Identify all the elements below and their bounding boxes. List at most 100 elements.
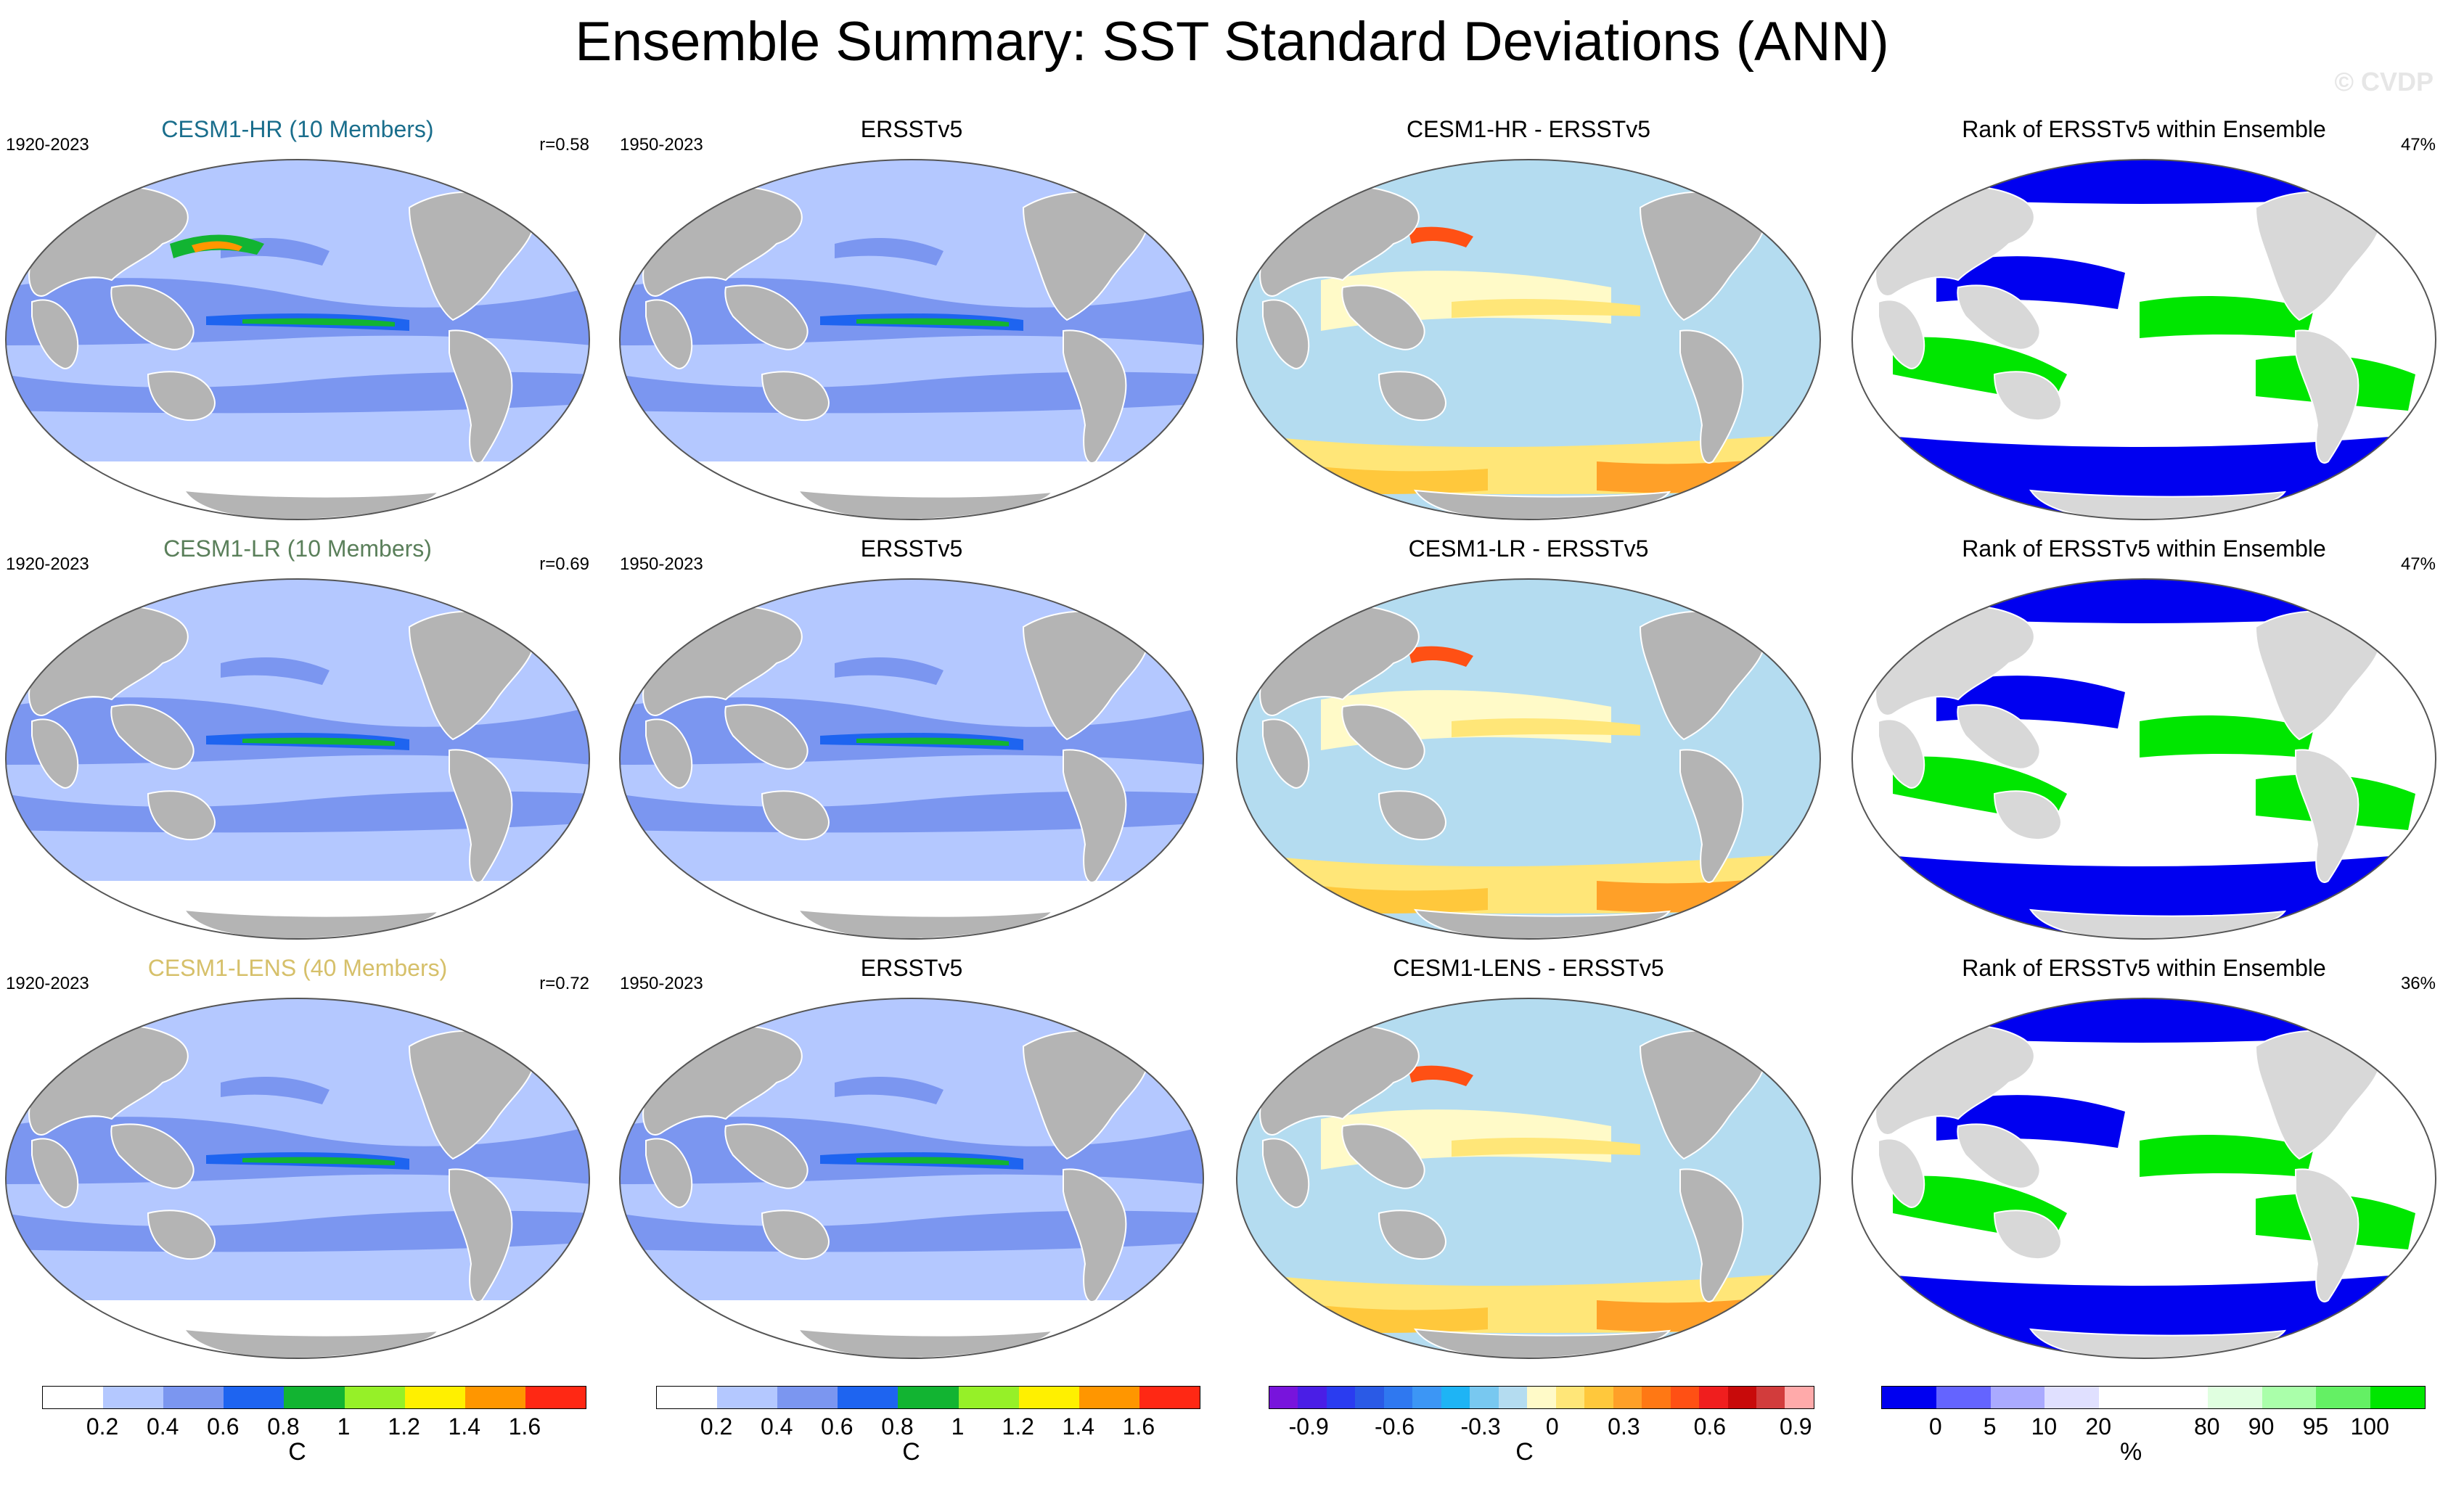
colorbar-tick-label: 90	[2248, 1413, 2275, 1440]
colorbar-swatch	[1441, 1387, 1470, 1408]
obs-map-2	[619, 578, 1204, 940]
diff-panel-2: CESM1-LR - ERSSTv5	[1234, 535, 1823, 942]
colorbar-swatch	[1613, 1387, 1642, 1408]
rank-panel-title: Rank of ERSSTv5 within Ensemble	[1962, 535, 2326, 562]
diff-panel-3: CESM1-LENS - ERSSTv5	[1234, 955, 1823, 1361]
obs-map-1	[619, 159, 1204, 520]
model-panel-2: CESM1-LR (10 Members) 1920-2023 r=0.69	[3, 535, 592, 942]
colorbar-tick-label: 1.4	[1062, 1413, 1095, 1440]
colorbar-swatch	[2099, 1387, 2153, 1408]
colorbar-swatch	[224, 1387, 285, 1408]
diff-panel-title: CESM1-LR - ERSSTv5	[1408, 535, 1649, 562]
colorbar-tick-label: 1.4	[448, 1413, 481, 1440]
colorbar-tick-label: 1	[951, 1413, 965, 1440]
colorbar-swatch	[958, 1387, 1019, 1408]
std2-colorbar	[656, 1386, 1200, 1409]
rank-panel-title: Rank of ERSSTv5 within Ensemble	[1962, 116, 2326, 142]
model-panel-1: CESM1-HR (10 Members) 1920-2023 r=0.58	[3, 116, 592, 522]
obs-panel-1: ERSSTv5 1950-2023	[617, 116, 1206, 522]
colorbar-swatch	[525, 1387, 586, 1408]
colorbar-swatch	[838, 1387, 899, 1408]
diff-colorbar	[1269, 1386, 1814, 1409]
colorbar-swatch	[1642, 1387, 1671, 1408]
diff-panel-title: CESM1-LENS - ERSSTv5	[1393, 955, 1664, 981]
colorbar-tick-label: 100	[2350, 1413, 2389, 1440]
rank-colorbar	[1881, 1386, 2426, 1409]
colorbar-tick-label: 1.6	[508, 1413, 541, 1440]
colorbar-tick-label: 1.6	[1122, 1413, 1155, 1440]
rank-panel-2: Rank of ERSSTv5 within Ensemble 47%	[1849, 535, 2439, 942]
colorbar-swatch	[1584, 1387, 1613, 1408]
colorbar-tick-label: 80	[2194, 1413, 2220, 1440]
colorbar-swatch	[1470, 1387, 1499, 1408]
colorbar-tick-label: 0.9	[1780, 1413, 1812, 1440]
diff-panel-1: CESM1-HR - ERSSTv5	[1234, 116, 1823, 522]
colorbar-unit: C	[902, 1438, 920, 1466]
colorbar-swatch	[1727, 1387, 1756, 1408]
colorbar-swatch	[1355, 1387, 1384, 1408]
colorbar-swatch	[2207, 1387, 2262, 1408]
period-label: 1950-2023	[620, 554, 703, 574]
colorbar-tick-label: 0.6	[821, 1413, 854, 1440]
colorbar-tick-label: 1	[337, 1413, 351, 1440]
rank-map-3	[1851, 998, 2436, 1359]
colorbar-swatch	[1383, 1387, 1413, 1408]
colorbar-swatch	[1326, 1387, 1356, 1408]
colorbar-swatch	[1527, 1387, 1556, 1408]
colorbar-swatch	[1756, 1387, 1785, 1408]
colorbar-swatch	[1699, 1387, 1728, 1408]
colorbar-swatch	[284, 1387, 345, 1408]
colorbar-swatch	[1269, 1387, 1298, 1408]
colorbar-unit: C	[288, 1438, 306, 1466]
rank-map-2	[1851, 578, 2436, 940]
diff-map-2	[1236, 578, 1821, 940]
diff-map-1	[1236, 159, 1821, 520]
model-map-1	[5, 159, 590, 520]
colorbar-swatch	[1882, 1387, 1936, 1408]
period-label: 1950-2023	[620, 135, 703, 155]
colorbar-swatch	[1018, 1387, 1079, 1408]
colorbar-unit: %	[2119, 1438, 2142, 1466]
period-label: 1920-2023	[6, 554, 89, 574]
colorbar-swatch	[2316, 1387, 2371, 1408]
colorbar-swatch	[777, 1387, 838, 1408]
pattern-correlation: r=0.72	[539, 974, 589, 993]
period-label: 1920-2023	[6, 974, 89, 993]
colorbar-swatch	[1412, 1387, 1441, 1408]
colorbar-tick-label: 1.2	[388, 1413, 420, 1440]
colorbar-swatch	[464, 1387, 525, 1408]
colorbar-tick-label: -0.9	[1288, 1413, 1329, 1440]
rank-panel-title: Rank of ERSSTv5 within Ensemble	[1962, 955, 2326, 981]
obs-panel-title: ERSSTv5	[860, 955, 963, 981]
colorbar-tick-label: 20	[2085, 1413, 2111, 1440]
colorbar-swatch	[103, 1387, 164, 1408]
colorbar-tick-label: 0	[1545, 1413, 1559, 1440]
colorbar-swatch	[1139, 1387, 1200, 1408]
colorbar-tick-label: 0.6	[207, 1413, 240, 1440]
colorbar-tick-label: 1.2	[1002, 1413, 1034, 1440]
colorbar-tick-label: 0.2	[86, 1413, 119, 1440]
model-map-3	[5, 998, 590, 1359]
model-panel-title: CESM1-HR (10 Members)	[161, 116, 434, 142]
obs-map-3	[619, 998, 1204, 1359]
colorbar-swatch	[1498, 1387, 1528, 1408]
colorbar-swatch	[2153, 1387, 2208, 1408]
period-label: 1950-2023	[620, 974, 703, 993]
colorbar-tick-label: -0.6	[1375, 1413, 1415, 1440]
colorbar-tick-label: 0.3	[1608, 1413, 1640, 1440]
diff-map-3	[1236, 998, 1821, 1359]
colorbar-tick-label: 10	[2031, 1413, 2058, 1440]
obs-panel-title: ERSSTv5	[860, 116, 963, 142]
colorbar-tick-label: 0.8	[881, 1413, 914, 1440]
colorbar-tick-label: 0.6	[1693, 1413, 1727, 1440]
colorbar-swatch	[1298, 1387, 1327, 1408]
colorbar-tick-label: 0.4	[146, 1413, 179, 1440]
colorbar-swatch	[1078, 1387, 1139, 1408]
rank-panel-1: Rank of ERSSTv5 within Ensemble 47%	[1849, 116, 2439, 522]
rank-percentage: 36%	[2400, 974, 2436, 993]
obs-panel-3: ERSSTv5 1950-2023	[617, 955, 1206, 1361]
rank-map-1	[1851, 159, 2436, 520]
colorbar-tick-label: -0.3	[1460, 1413, 1501, 1440]
rank-panel-3: Rank of ERSSTv5 within Ensemble 36%	[1849, 955, 2439, 1361]
colorbar-swatch	[43, 1387, 104, 1408]
